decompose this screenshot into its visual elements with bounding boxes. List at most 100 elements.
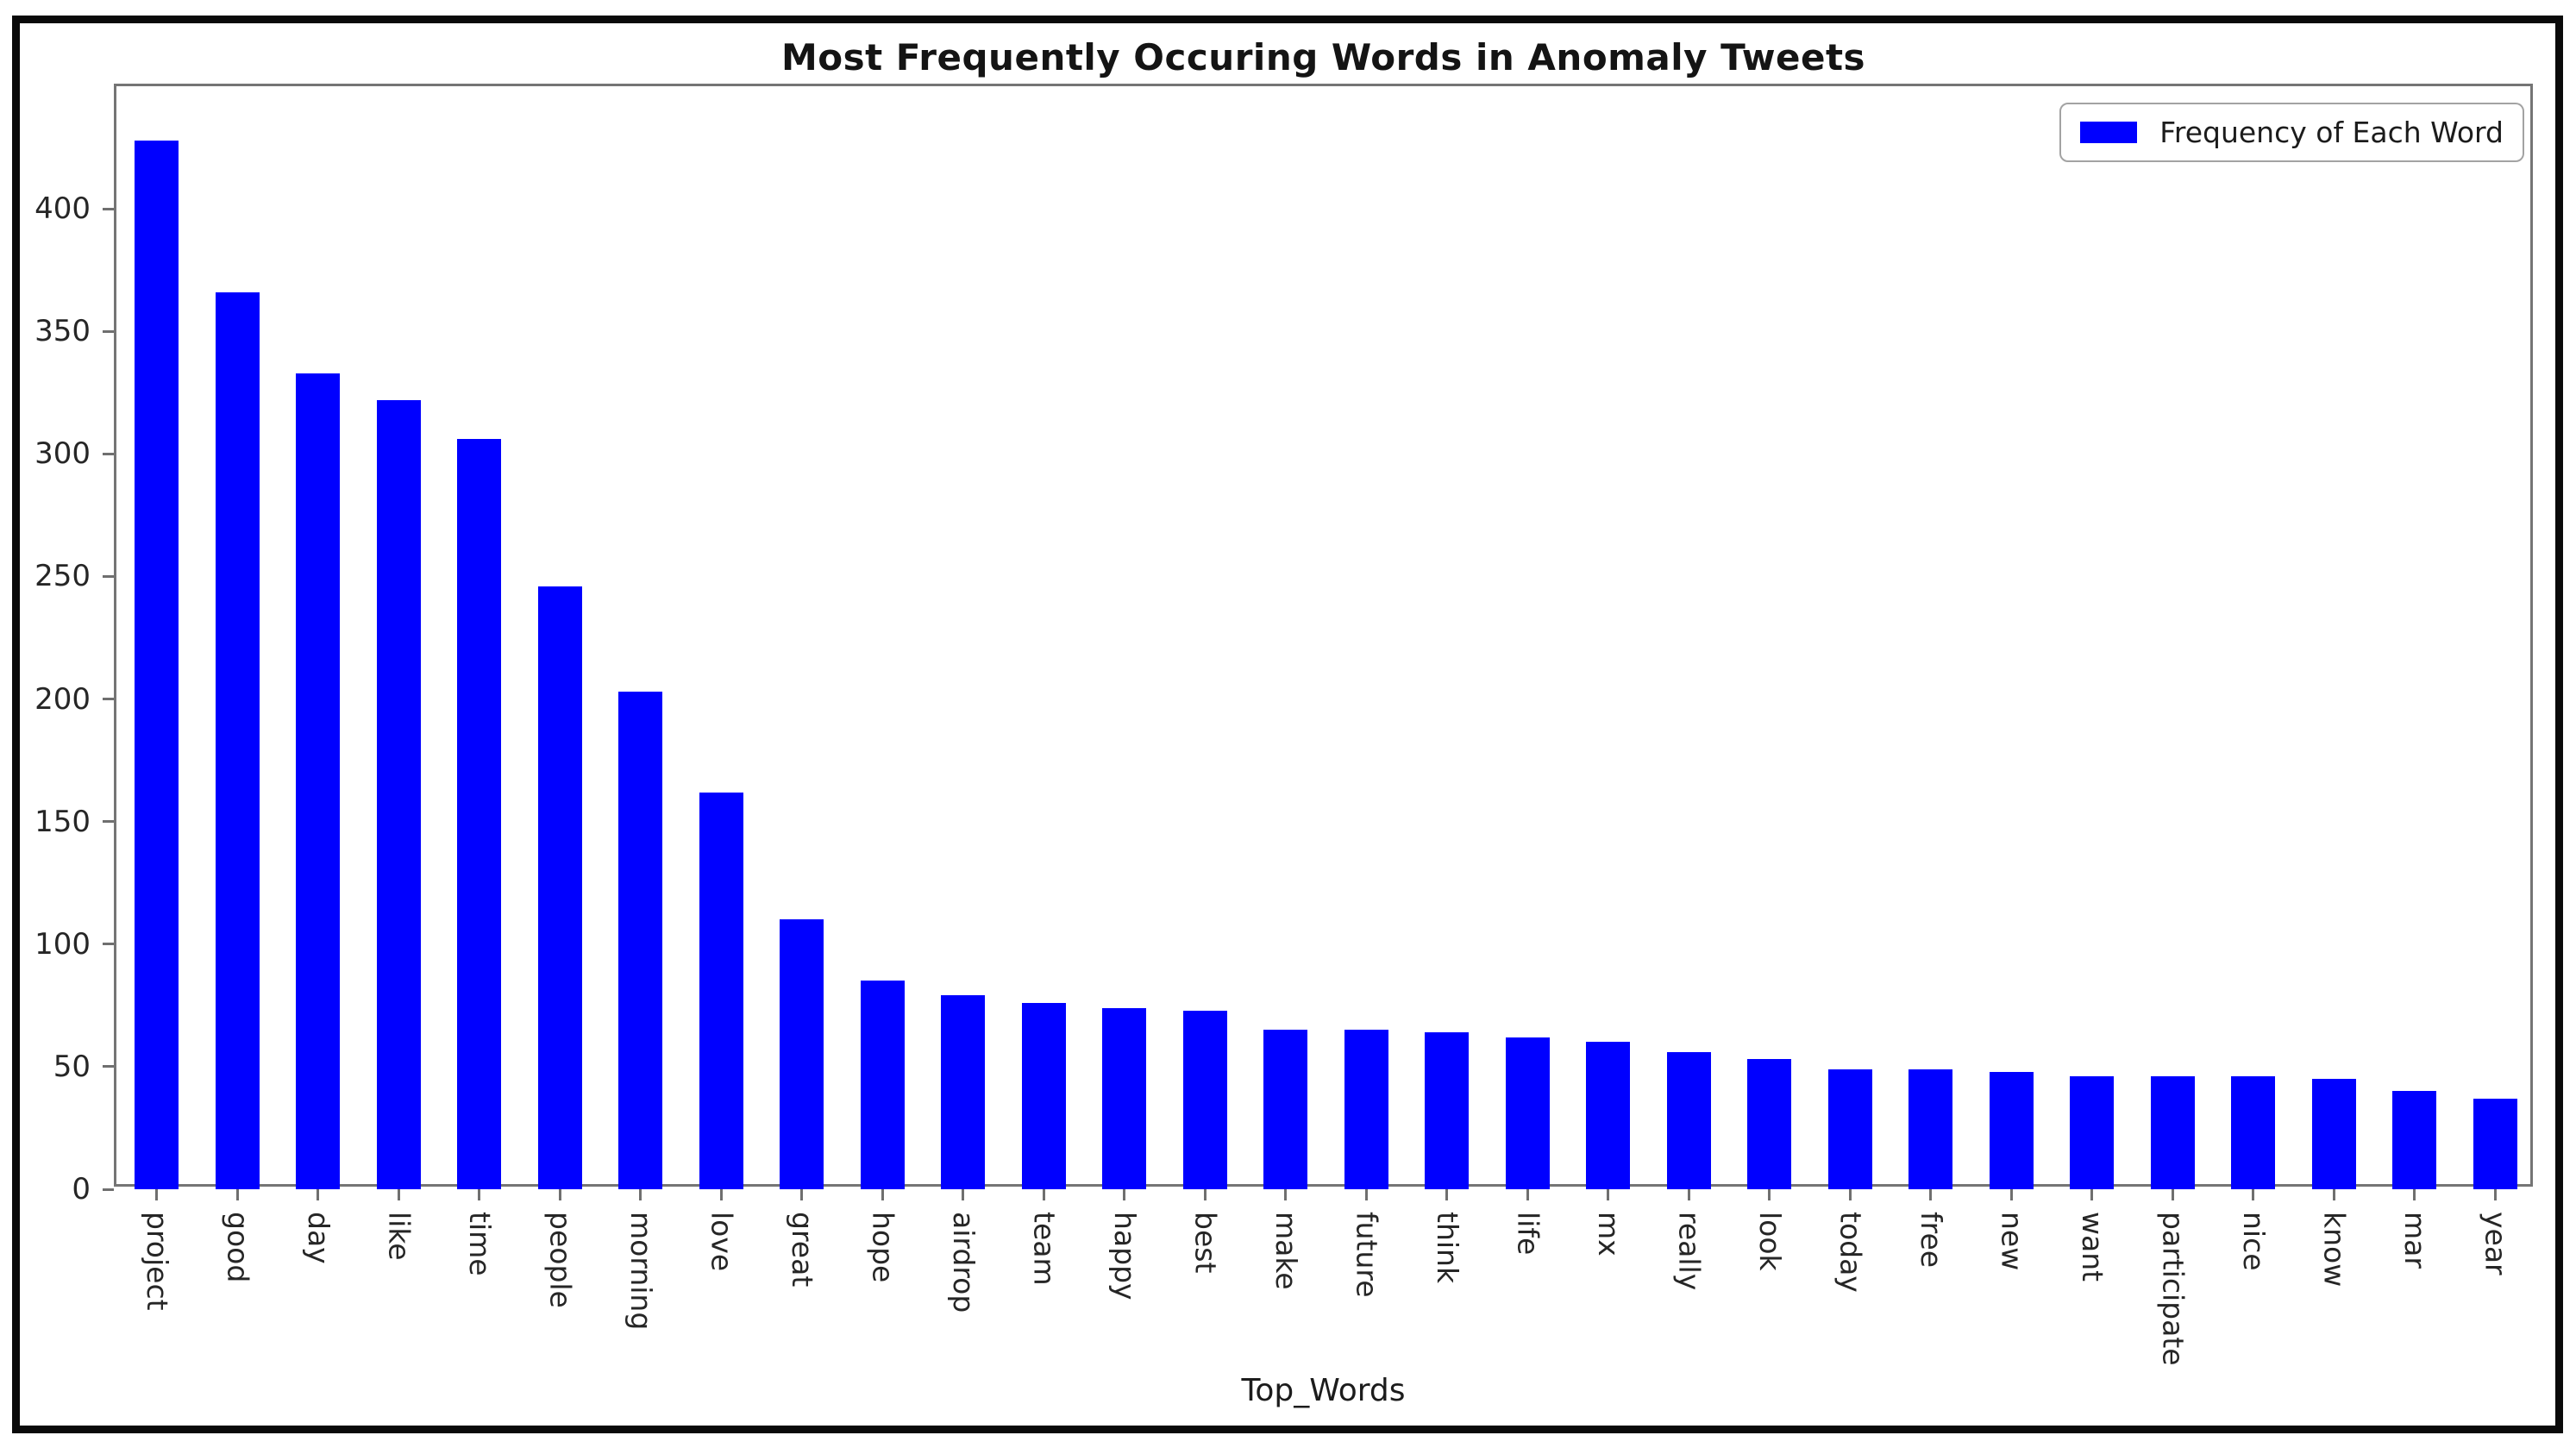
x-tick-mark (800, 1189, 804, 1200)
x-tick-label-morning: morning (624, 1212, 658, 1331)
bar-best (1183, 1011, 1227, 1189)
x-tick-label-people: people (543, 1212, 578, 1308)
x-tick-label-airdrop: airdrop (946, 1212, 981, 1313)
bar-airdrop (941, 995, 985, 1189)
x-tick-label-great: great (785, 1212, 819, 1288)
x-tick-label-nice: nice (2236, 1212, 2271, 1271)
x-tick-mark (1445, 1189, 1449, 1200)
y-tick-label: 300 (34, 436, 91, 472)
x-tick-mark (2252, 1189, 2255, 1200)
x-tick-mark (317, 1189, 320, 1200)
bar-project (135, 141, 179, 1189)
y-tick-mark (103, 329, 114, 333)
x-tick-mark (1284, 1189, 1288, 1200)
x-tick-mark (1929, 1189, 1933, 1200)
x-tick-label-think: think (1430, 1212, 1464, 1284)
y-tick-mark (103, 698, 114, 701)
x-tick-label-like: like (382, 1212, 417, 1261)
y-tick-label: 50 (53, 1049, 91, 1084)
x-tick-mark (1848, 1189, 1852, 1200)
x-tick-mark (2009, 1189, 2013, 1200)
bar-great (780, 919, 824, 1189)
x-tick-mark (1042, 1189, 1045, 1200)
y-tick-mark (103, 207, 114, 210)
x-tick-label-really: really (1672, 1212, 1707, 1291)
y-tick-mark (103, 1188, 114, 1191)
bar-participate (2151, 1076, 2195, 1189)
y-tick-mark (103, 452, 114, 455)
y-tick-label: 350 (34, 314, 91, 349)
legend-swatch-icon (2080, 122, 2138, 143)
y-tick-label: 100 (34, 926, 91, 962)
x-tick-label-make: make (1269, 1212, 1303, 1290)
y-tick-label: 0 (72, 1172, 91, 1206)
bar-think (1425, 1032, 1469, 1189)
y-tick-mark (103, 943, 114, 946)
bar-know (2312, 1079, 2356, 1189)
bar-want (2070, 1076, 2114, 1189)
bar-hope (861, 981, 905, 1189)
x-tick-label-year: year (2479, 1212, 2513, 1275)
x-tick-mark (1364, 1189, 1368, 1200)
bar-today (1828, 1069, 1872, 1189)
y-tick-label: 150 (34, 804, 91, 839)
x-tick-mark (1526, 1189, 1529, 1200)
x-tick-label-want: want (2075, 1212, 2109, 1282)
x-tick-mark (1687, 1189, 1690, 1200)
x-tick-mark (2171, 1189, 2174, 1200)
bar-day (296, 373, 340, 1189)
x-tick-mark (1607, 1189, 1610, 1200)
x-tick-label-life: life (1511, 1212, 1545, 1256)
y-tick-mark (103, 574, 114, 578)
bar-really (1667, 1052, 1711, 1189)
x-tick-label-future: future (1350, 1212, 1384, 1298)
x-tick-label-happy: happy (1107, 1212, 1142, 1300)
bar-morning (618, 692, 662, 1189)
x-tick-mark (1203, 1189, 1207, 1200)
bar-love (699, 793, 743, 1189)
x-tick-label-love: love (705, 1212, 739, 1272)
x-tick-mark (639, 1189, 642, 1200)
bar-people (538, 586, 582, 1189)
x-tick-mark (2413, 1189, 2416, 1200)
x-tick-label-participate: participate (2156, 1212, 2191, 1366)
x-tick-label-mar: mar (2397, 1212, 2432, 1269)
bar-happy (1102, 1008, 1146, 1189)
bar-life (1506, 1037, 1550, 1189)
x-tick-label-team: team (1027, 1212, 1062, 1286)
x-tick-mark (155, 1189, 159, 1200)
x-tick-mark (397, 1189, 400, 1200)
plot-area: Frequency of Each Word 0 50 100 150 200 250 30… (34, 84, 2533, 1366)
x-tick-label-know: know (2317, 1212, 2352, 1288)
bar-like (377, 400, 421, 1189)
x-tick-label-day: day (301, 1212, 335, 1264)
x-tick-mark (719, 1189, 723, 1200)
x-tick-label-project: project (140, 1212, 174, 1311)
bar-year (2473, 1099, 2517, 1189)
x-tick-mark (2493, 1189, 2497, 1200)
x-tick-label-new: new (1995, 1212, 2029, 1271)
x-tick-label-free: free (1914, 1212, 1948, 1269)
x-tick-mark (1768, 1189, 1771, 1200)
x-tick-label-good: good (221, 1212, 255, 1283)
x-tick-label-today: today (1833, 1212, 1868, 1293)
x-tick-mark (478, 1189, 481, 1200)
bar-new (1990, 1072, 2034, 1189)
bar-team (1022, 1003, 1066, 1189)
bar-mar (2392, 1091, 2436, 1189)
y-tick-mark (103, 820, 114, 824)
x-tick-label-hope: hope (866, 1212, 900, 1283)
y-tick-label: 200 (34, 681, 91, 717)
x-tick-mark (1123, 1189, 1126, 1200)
bar-future (1344, 1030, 1388, 1189)
bar-make (1263, 1030, 1307, 1189)
x-tick-mark (2332, 1189, 2335, 1200)
bar-free (1908, 1069, 1952, 1189)
legend: Frequency of Each Word (2059, 103, 2524, 162)
chart-title: Most Frequently Occuring Words in Anomal… (780, 36, 1866, 78)
x-tick-mark (881, 1189, 884, 1200)
x-tick-mark (558, 1189, 561, 1200)
bar-mx (1586, 1042, 1630, 1189)
legend-label: Frequency of Each Word (2159, 116, 2504, 149)
